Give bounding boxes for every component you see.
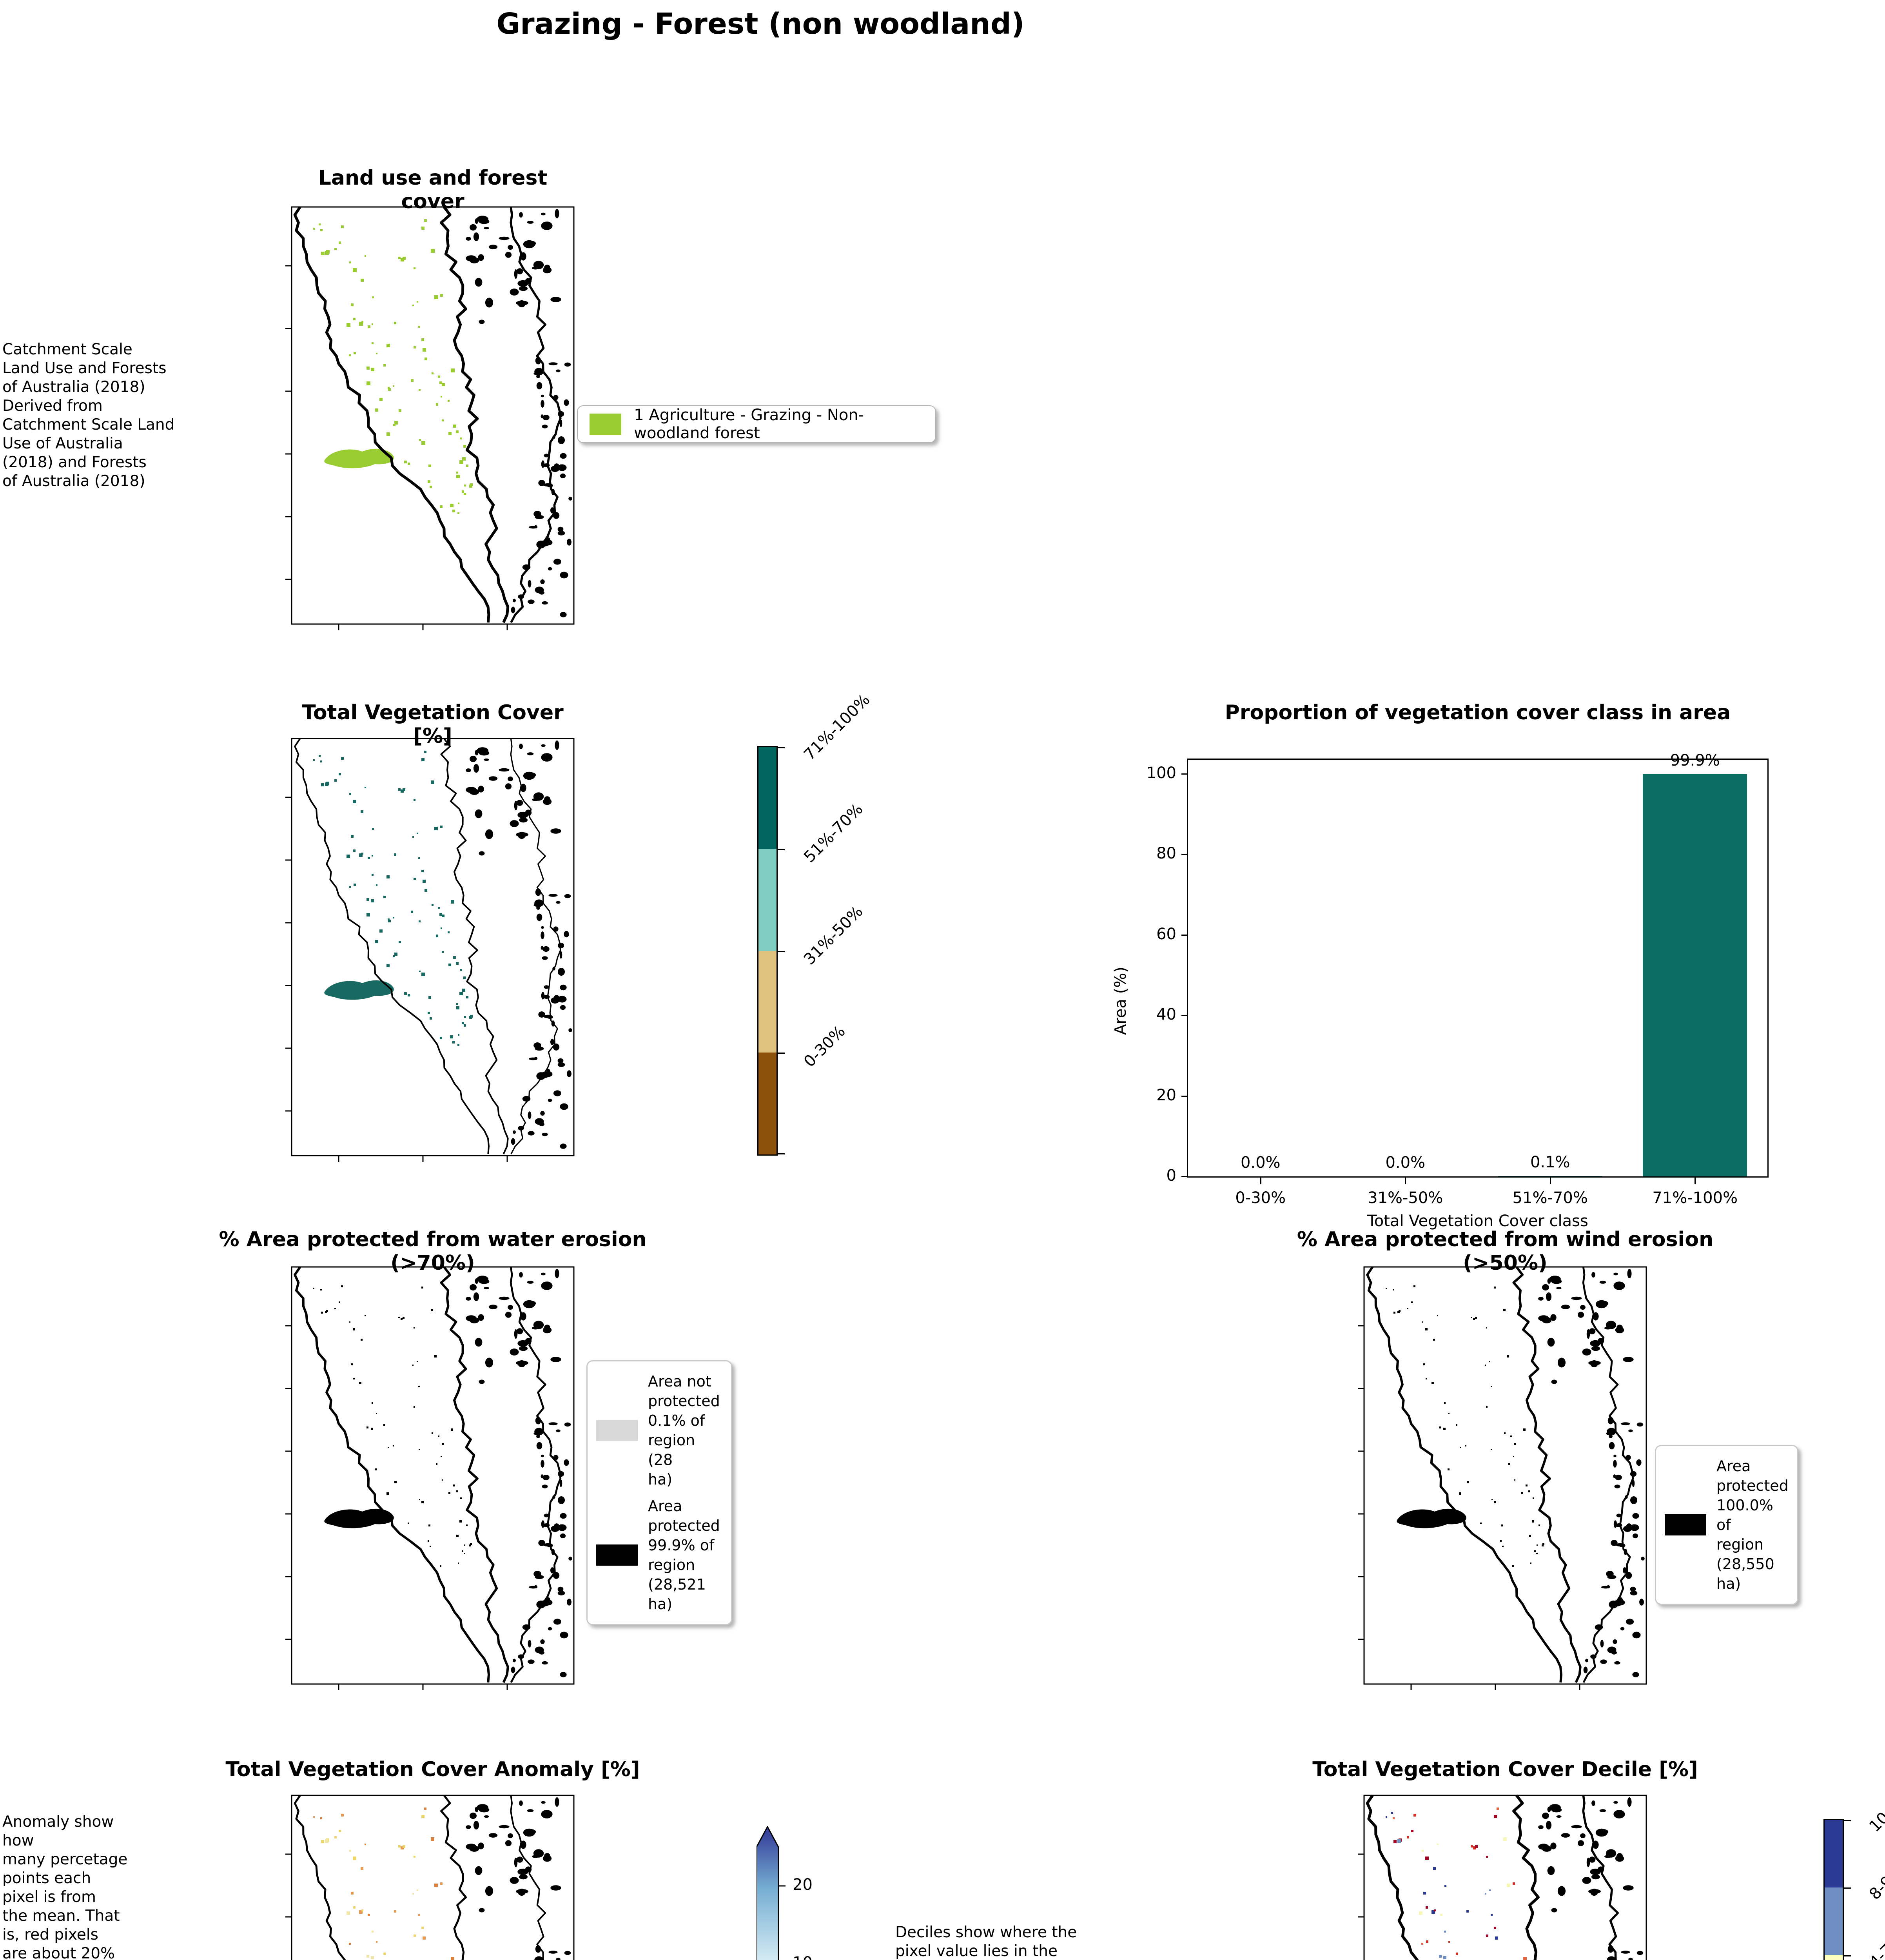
proportion-bar-chart: 0 20 40 60 80 100 0.0% 0-30% 0.0% 31%-50% 0.1% 51%-… — [1147, 751, 1769, 1207]
colorbar-segment — [758, 747, 776, 849]
colorbar-tick — [1844, 1955, 1851, 1956]
colorbar-tick — [778, 747, 785, 748]
page-title: Grazing - Forest (non woodland) — [496, 7, 1025, 41]
protected-label: Area protected 100.0% of region (28,550 … — [1716, 1457, 1789, 1592]
x-tick — [1695, 1178, 1696, 1184]
vegcover-colorbar-label: 51%-70% — [800, 800, 867, 866]
y-tick-label: 20 — [1156, 1086, 1176, 1104]
y-tick-label: 60 — [1156, 925, 1176, 943]
anomaly-colorbar — [756, 1825, 800, 1960]
decile-note: Deciles show where the pixel value lies … — [895, 1924, 1077, 1960]
anomaly-note: Anomaly show how many percetage points e… — [2, 1813, 128, 1960]
landuse-legend: 1 Agriculture - Grazing - Non-woodland f… — [577, 405, 936, 443]
bar-71%-100% — [1643, 774, 1747, 1176]
landuse-legend-label: 1 Agriculture - Grazing - Non-woodland f… — [634, 406, 864, 442]
colorbar-tick — [778, 1053, 785, 1054]
colorbar-segment — [1825, 1955, 1843, 1960]
vegcover-colorbar — [757, 746, 785, 1156]
wind-erosion-panel-title: % Area protected from wind erosion (>50%… — [1297, 1228, 1714, 1275]
y-tick — [1181, 773, 1188, 775]
water-erosion-legend: Area not protected 0.1% of region (28 ha… — [586, 1360, 732, 1625]
bar-value-label: 99.9% — [1670, 751, 1720, 769]
colorbar-segment — [758, 849, 776, 951]
decile-colorbar-label: 4-7 — [1866, 1940, 1885, 1960]
anomaly-colorbar-tick: 20 — [793, 1876, 813, 1894]
protected-swatch — [1665, 1514, 1706, 1535]
y-tick — [1181, 1095, 1188, 1097]
chart-title: Proportion of vegetation cover class in … — [1225, 701, 1731, 724]
colorbar-tick — [778, 849, 785, 850]
water-erosion-map — [284, 1259, 582, 1693]
decile-colorbar — [1823, 1819, 1851, 1960]
x-tick-label: 51%-70% — [1512, 1189, 1588, 1207]
x-tick-label: 71%-100% — [1652, 1189, 1738, 1207]
colorbar-tick — [778, 951, 785, 952]
protected-label: Area protected 99.9% of region (28,521 h… — [648, 1497, 720, 1613]
bar-value-label: 0.0% — [1240, 1154, 1281, 1172]
y-tick-label: 0 — [1166, 1167, 1176, 1185]
y-tick — [1181, 1176, 1188, 1177]
landuse-map — [284, 199, 582, 633]
not-protected-label: Area not protected 0.1% of region (28 ha… — [648, 1373, 720, 1488]
decile-panel-title: Total Vegetation Cover Decile [%] — [1312, 1758, 1698, 1781]
anomaly-map — [284, 1788, 582, 1960]
landuse-panel-title: Land use and forest cover — [318, 166, 548, 213]
colorbar-tick — [778, 1153, 785, 1154]
legend-entry: Area protected 100.0% of region (28,550 … — [1665, 1456, 1789, 1593]
vegcover-map — [284, 731, 582, 1165]
colorbar-segment — [758, 1053, 776, 1154]
vegcover-colorbar-label: 0-30% — [800, 1022, 849, 1071]
colorbar-segment — [1825, 1887, 1843, 1955]
y-tick-label: 100 — [1146, 764, 1176, 782]
bar-value-label: 0.0% — [1385, 1154, 1426, 1172]
wind-erosion-legend: Area protected 100.0% of region (28,550 … — [1655, 1445, 1798, 1605]
y-tick-label: 40 — [1156, 1005, 1176, 1024]
x-tick-label: 0-30% — [1235, 1189, 1286, 1207]
y-tick — [1181, 934, 1188, 936]
landuse-source-note: Catchment Scale Land Use and Forests of … — [2, 341, 175, 490]
anomaly-panel-title: Total Vegetation Cover Anomaly [%] — [225, 1758, 640, 1781]
vegcover-colorbar-label: 31%-50% — [800, 902, 867, 969]
protected-swatch — [596, 1544, 638, 1566]
x-tick-label: 31%-50% — [1368, 1189, 1443, 1207]
colorbar-tick — [1844, 1820, 1851, 1821]
decile-colorbar-label: 10 — [1866, 1809, 1885, 1836]
water-erosion-panel-title: % Area protected from water erosion (>70… — [219, 1228, 647, 1275]
x-tick — [1549, 1178, 1551, 1184]
chart-y-axis-label: Area (%) — [1112, 967, 1130, 1035]
colorbar-tick — [1844, 1887, 1851, 1889]
legend-entry: Area protected 99.9% of region (28,521 h… — [596, 1496, 722, 1614]
landuse-legend-swatch — [590, 414, 622, 435]
colorbar-segment — [1825, 1820, 1843, 1888]
anomaly-colorbar-tick: 10 — [793, 1954, 813, 1960]
chart-x-axis-label: Total Vegetation Cover class — [1367, 1212, 1588, 1230]
legend-entry: Area not protected 0.1% of region (28 ha… — [596, 1372, 722, 1489]
bar-value-label: 0.1% — [1530, 1153, 1570, 1171]
x-tick — [1405, 1178, 1406, 1184]
x-tick — [1260, 1178, 1261, 1184]
not-protected-swatch — [596, 1420, 638, 1441]
decile-colorbar-label: 8-9 — [1866, 1872, 1885, 1904]
y-tick — [1181, 1015, 1188, 1016]
y-tick-label: 80 — [1156, 844, 1176, 863]
vegcover-panel-title: Total Vegetation Cover [%] — [302, 701, 564, 748]
decile-map — [1356, 1788, 1654, 1960]
vegcover-colorbar-label: 71%-100% — [800, 691, 874, 764]
wind-erosion-map — [1356, 1259, 1654, 1693]
colorbar-segment — [758, 951, 776, 1053]
y-tick — [1181, 854, 1188, 855]
